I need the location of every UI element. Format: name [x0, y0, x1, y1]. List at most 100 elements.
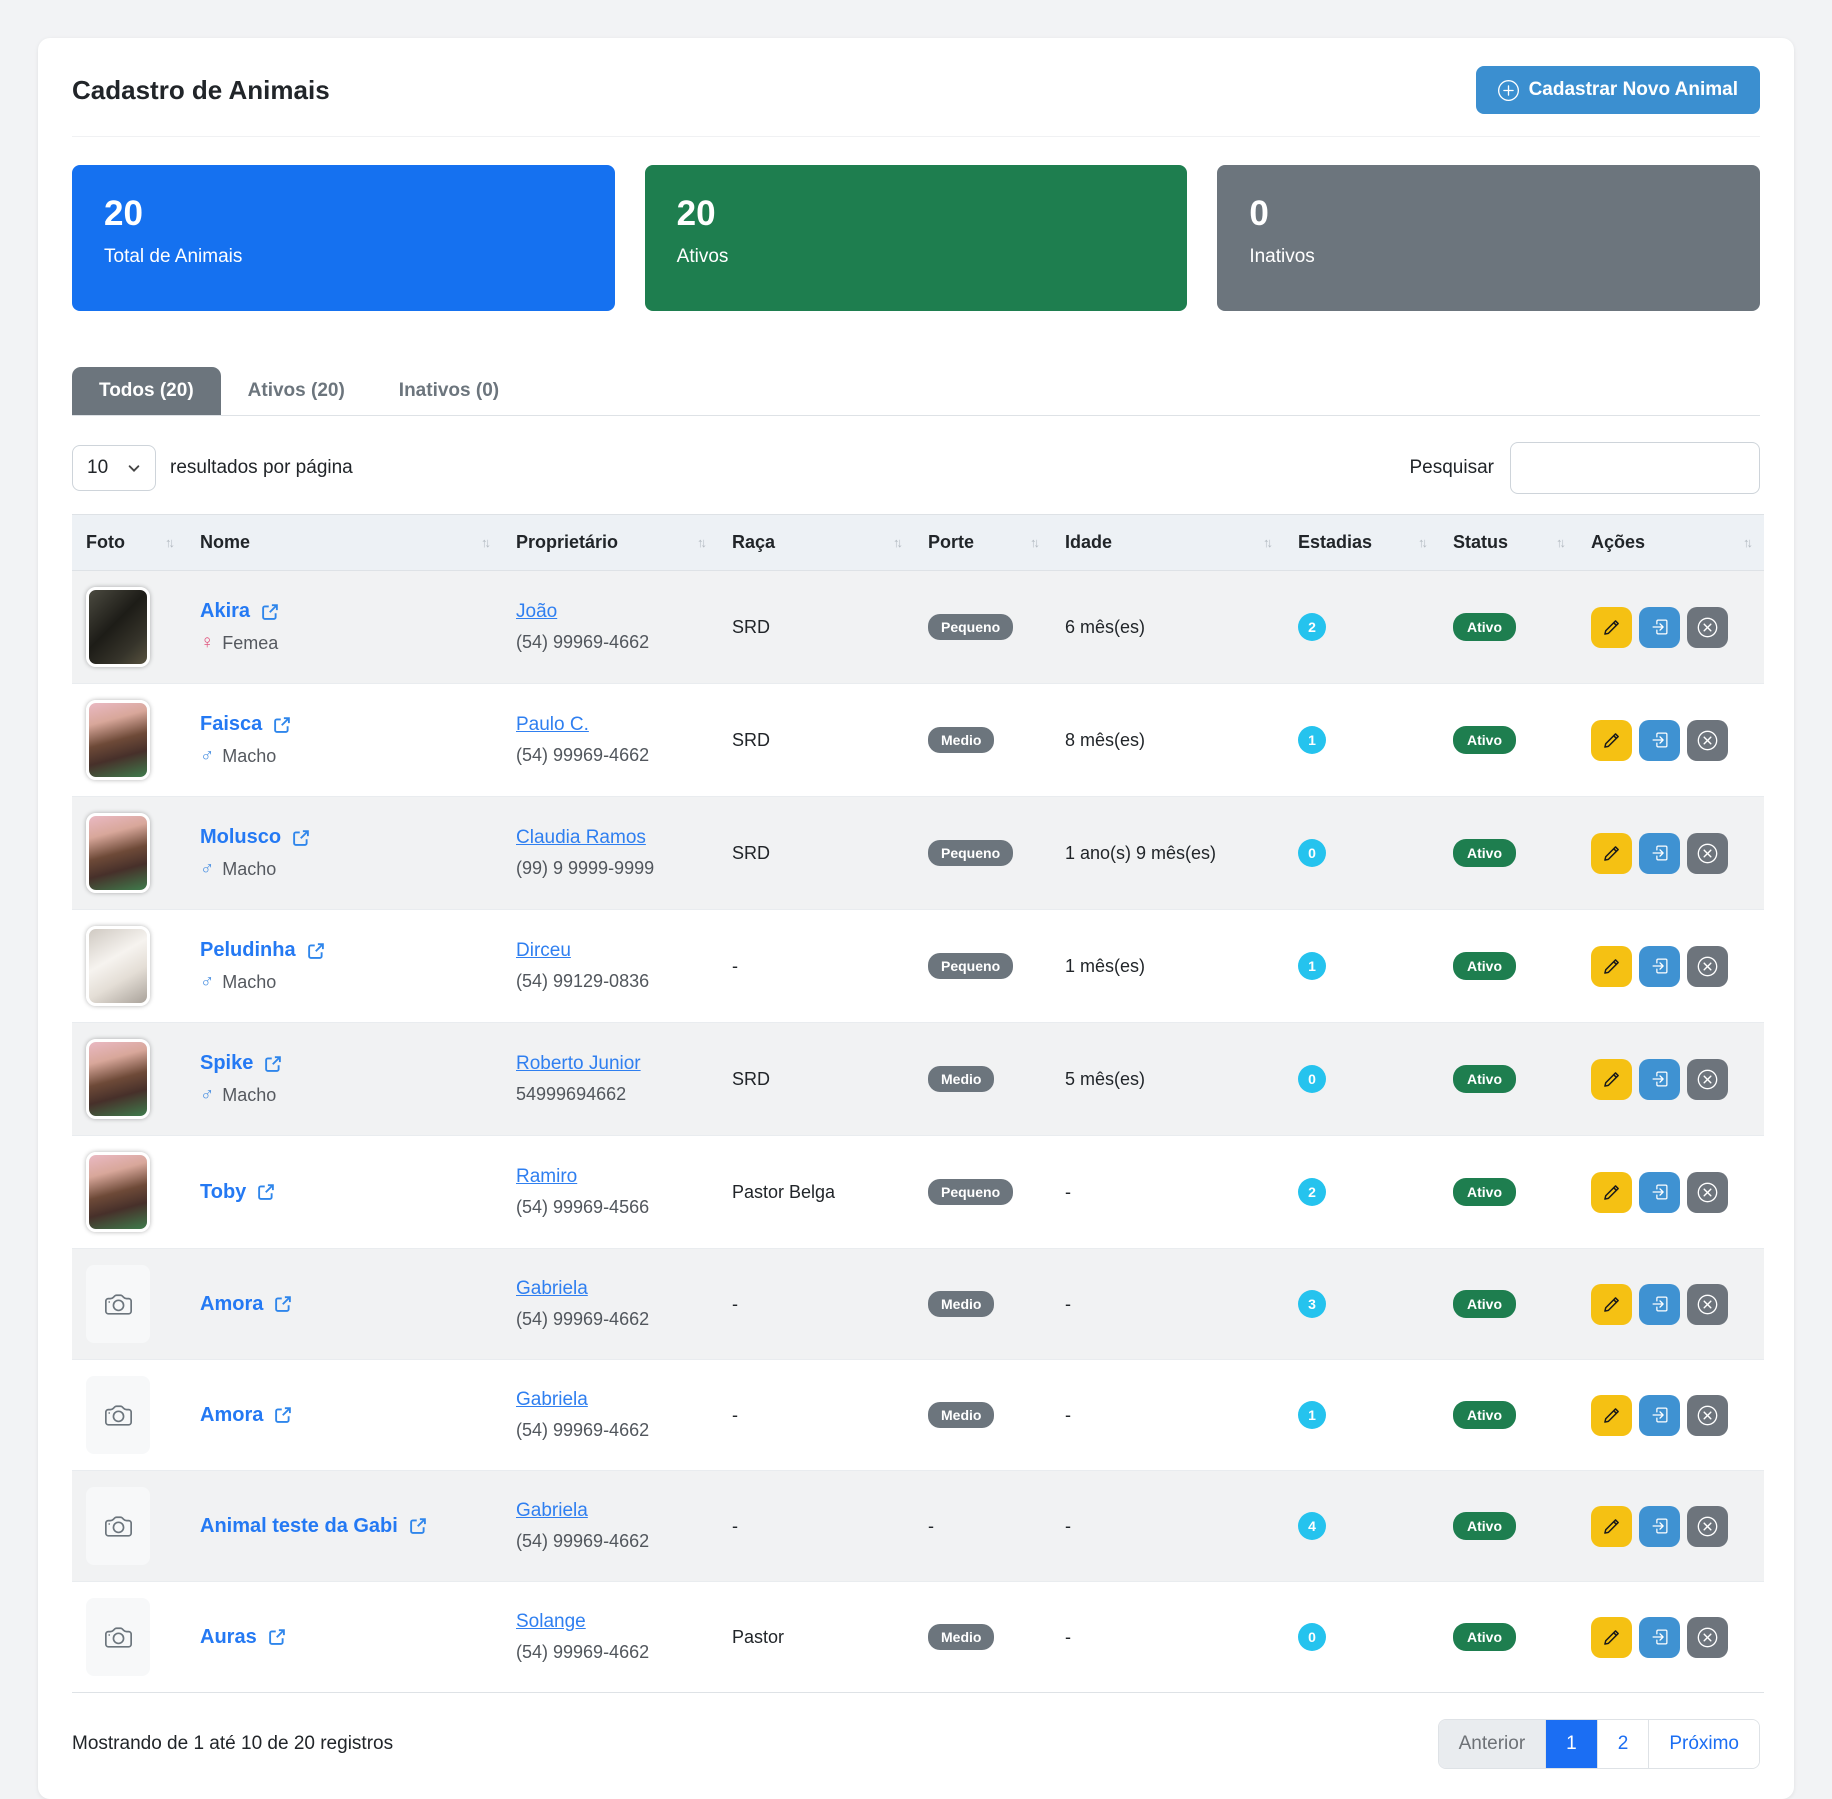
animal-name-link[interactable]: Amora	[200, 1404, 263, 1427]
edit-button[interactable]	[1591, 1059, 1632, 1100]
animal-name-link[interactable]: Peludinha	[200, 939, 296, 962]
animal-name-link[interactable]: Faisca	[200, 713, 262, 736]
sort-icon[interactable]: ↑↓	[1418, 535, 1429, 550]
animal-name-link[interactable]: Akira	[200, 600, 250, 623]
deactivate-button[interactable]	[1687, 1059, 1728, 1100]
edit-button[interactable]	[1591, 946, 1632, 987]
owner-link[interactable]: Roberto Junior	[516, 1053, 641, 1074]
camera-icon[interactable]	[86, 1487, 150, 1565]
tab-ativos[interactable]: Ativos (20)	[221, 367, 372, 415]
animal-name-link[interactable]: Molusco	[200, 826, 281, 849]
search-input[interactable]	[1510, 442, 1760, 494]
column-header[interactable]: Foto↑↓	[72, 515, 186, 571]
owner-link[interactable]: Gabriela	[516, 1278, 588, 1299]
sort-icon[interactable]: ↑↓	[165, 535, 176, 550]
animal-name-link[interactable]: Animal teste da Gabi	[200, 1515, 398, 1538]
external-link-icon[interactable]	[272, 715, 292, 735]
owner-link[interactable]: Claudia Ramos	[516, 827, 646, 848]
edit-button[interactable]	[1591, 607, 1632, 648]
owner-link[interactable]: Gabriela	[516, 1500, 588, 1521]
deactivate-button[interactable]	[1687, 1395, 1728, 1436]
add-animal-button[interactable]: Cadastrar Novo Animal	[1476, 66, 1760, 114]
external-link-icon[interactable]	[263, 1054, 283, 1074]
deactivate-button[interactable]	[1687, 1284, 1728, 1325]
checkin-button[interactable]	[1639, 1617, 1680, 1658]
pagination-page-2[interactable]: 2	[1597, 1720, 1649, 1768]
sort-icon[interactable]: ↑↓	[697, 535, 708, 550]
animal-name-link[interactable]: Spike	[200, 1052, 253, 1075]
owner-link[interactable]: Dirceu	[516, 940, 571, 961]
checkin-button[interactable]	[1639, 833, 1680, 874]
deactivate-button[interactable]	[1687, 1172, 1728, 1213]
external-link-icon[interactable]	[306, 941, 326, 961]
tab-todos[interactable]: Todos (20)	[72, 367, 221, 415]
external-link-icon[interactable]	[273, 1294, 293, 1314]
edit-button[interactable]	[1591, 1506, 1632, 1547]
edit-button[interactable]	[1591, 1172, 1632, 1213]
pagination-page-1[interactable]: 1	[1545, 1720, 1597, 1768]
animal-photo[interactable]	[86, 813, 150, 893]
sort-icon[interactable]: ↑↓	[1743, 535, 1754, 550]
external-link-icon[interactable]	[260, 602, 280, 622]
deactivate-button[interactable]	[1687, 946, 1728, 987]
external-link-icon[interactable]	[256, 1182, 276, 1202]
column-header[interactable]: Idade↑↓	[1051, 515, 1284, 571]
camera-icon[interactable]	[86, 1376, 150, 1454]
deactivate-button[interactable]	[1687, 607, 1728, 648]
owner-link[interactable]: Paulo C.	[516, 714, 589, 735]
checkin-button[interactable]	[1639, 607, 1680, 648]
owner-link[interactable]: Solange	[516, 1611, 586, 1632]
tab-inativos[interactable]: Inativos (0)	[372, 367, 526, 415]
deactivate-button[interactable]	[1687, 720, 1728, 761]
camera-icon[interactable]	[86, 1598, 150, 1676]
per-page-select[interactable]: 10	[72, 445, 156, 491]
animal-name-link[interactable]: Amora	[200, 1293, 263, 1316]
animal-name-link[interactable]: Auras	[200, 1626, 257, 1649]
animal-name-link[interactable]: Toby	[200, 1181, 246, 1204]
camera-icon[interactable]	[86, 1265, 150, 1343]
checkin-button[interactable]	[1639, 1059, 1680, 1100]
gender-line: ♂ Macho	[200, 858, 492, 880]
edit-button[interactable]	[1591, 1617, 1632, 1658]
owner-link[interactable]: João	[516, 601, 557, 622]
owner-link[interactable]: Gabriela	[516, 1389, 588, 1410]
column-header[interactable]: Porte↑↓	[914, 515, 1051, 571]
deactivate-button[interactable]	[1687, 833, 1728, 874]
column-header[interactable]: Raça↑↓	[718, 515, 914, 571]
external-link-icon[interactable]	[267, 1627, 287, 1647]
animal-photo[interactable]	[86, 587, 150, 667]
deactivate-button[interactable]	[1687, 1506, 1728, 1547]
column-header[interactable]: Nome↑↓	[186, 515, 502, 571]
external-link-icon[interactable]	[291, 828, 311, 848]
edit-button[interactable]	[1591, 720, 1632, 761]
size-badge: Medio	[928, 1402, 994, 1428]
checkin-button[interactable]	[1639, 946, 1680, 987]
edit-button[interactable]	[1591, 1395, 1632, 1436]
pagination-previous[interactable]: Anterior	[1439, 1720, 1546, 1768]
checkin-button[interactable]	[1639, 1506, 1680, 1547]
animal-photo[interactable]	[86, 1039, 150, 1119]
column-header[interactable]: Ações↑↓	[1577, 515, 1764, 571]
sort-icon[interactable]: ↑↓	[481, 535, 492, 550]
external-link-icon[interactable]	[273, 1405, 293, 1425]
sort-icon[interactable]: ↑↓	[1263, 535, 1274, 550]
animal-photo[interactable]	[86, 1152, 150, 1232]
checkin-button[interactable]	[1639, 1284, 1680, 1325]
owner-link[interactable]: Ramiro	[516, 1166, 577, 1187]
animal-photo[interactable]	[86, 926, 150, 1006]
column-header[interactable]: Status↑↓	[1439, 515, 1577, 571]
external-link-icon[interactable]	[408, 1516, 428, 1536]
pagination-next[interactable]: Próximo	[1648, 1720, 1759, 1768]
column-header[interactable]: Estadias↑↓	[1284, 515, 1439, 571]
checkin-button[interactable]	[1639, 1172, 1680, 1213]
edit-button[interactable]	[1591, 833, 1632, 874]
sort-icon[interactable]: ↑↓	[1030, 535, 1041, 550]
sort-icon[interactable]: ↑↓	[1556, 535, 1567, 550]
animal-photo[interactable]	[86, 700, 150, 780]
checkin-button[interactable]	[1639, 1395, 1680, 1436]
deactivate-button[interactable]	[1687, 1617, 1728, 1658]
column-header[interactable]: Proprietário↑↓	[502, 515, 718, 571]
edit-button[interactable]	[1591, 1284, 1632, 1325]
checkin-button[interactable]	[1639, 720, 1680, 761]
sort-icon[interactable]: ↑↓	[893, 535, 904, 550]
